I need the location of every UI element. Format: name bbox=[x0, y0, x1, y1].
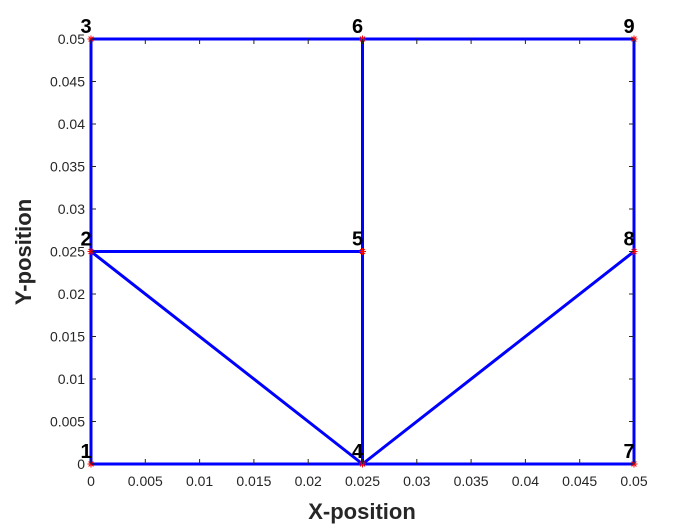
node-label-9: 9 bbox=[623, 16, 634, 38]
y-tick-label: 0.03 bbox=[58, 201, 85, 217]
node-label-6: 6 bbox=[352, 16, 363, 38]
mesh-elements bbox=[89, 37, 636, 466]
x-axis-label: X-position bbox=[308, 499, 416, 524]
node-label-3: 3 bbox=[80, 16, 91, 38]
node-label-8: 8 bbox=[623, 229, 634, 251]
x-tick-label: 0.01 bbox=[186, 473, 213, 489]
y-tick-label: 0.05 bbox=[58, 31, 85, 47]
node-label-4: 4 bbox=[352, 441, 364, 463]
y-tick-label: 0.04 bbox=[58, 116, 85, 132]
y-tick-label: 0.045 bbox=[50, 74, 85, 90]
y-tick-label: 0.015 bbox=[50, 329, 85, 345]
y-axis-label: Y-position bbox=[11, 199, 36, 305]
x-tick-label: 0.05 bbox=[620, 473, 647, 489]
y-tick-label: 0.025 bbox=[50, 244, 85, 260]
y-tick-label: 0.02 bbox=[58, 286, 85, 302]
x-tick-label: 0.015 bbox=[236, 473, 271, 489]
x-tick-label: 0.03 bbox=[403, 473, 430, 489]
x-tick-label: 0.005 bbox=[128, 473, 163, 489]
y-tick-label: 0.035 bbox=[50, 159, 85, 175]
y-tick-label: 0.01 bbox=[58, 371, 85, 387]
x-tick-label: 0.04 bbox=[512, 473, 539, 489]
mesh-edge-4-8 bbox=[361, 250, 636, 466]
node-marker-5 bbox=[359, 248, 366, 255]
node-label-7: 7 bbox=[623, 441, 634, 463]
mesh-edge-2-4 bbox=[89, 250, 364, 466]
node-labels: 1 2 3 4 5 6 7 8 9 bbox=[80, 16, 634, 463]
node-label-1: 1 bbox=[80, 441, 91, 463]
x-tick-label: 0.025 bbox=[345, 473, 380, 489]
y-tick-label: 0.005 bbox=[50, 414, 85, 430]
y-tick-label: 0 bbox=[77, 456, 85, 472]
marker-stroke bbox=[359, 248, 366, 255]
node-label-2: 2 bbox=[80, 229, 91, 251]
node-label-5: 5 bbox=[352, 229, 363, 251]
axis-ticks: 0 0.005 0.01 0.015 0.02 0.025 0.03 0.035 0.04 0.0… bbox=[50, 31, 648, 489]
x-tick-label: 0.045 bbox=[562, 473, 597, 489]
x-tick-label: 0.035 bbox=[454, 473, 489, 489]
x-tick-label: 0.02 bbox=[295, 473, 322, 489]
x-tick-label: 0 bbox=[87, 473, 95, 489]
